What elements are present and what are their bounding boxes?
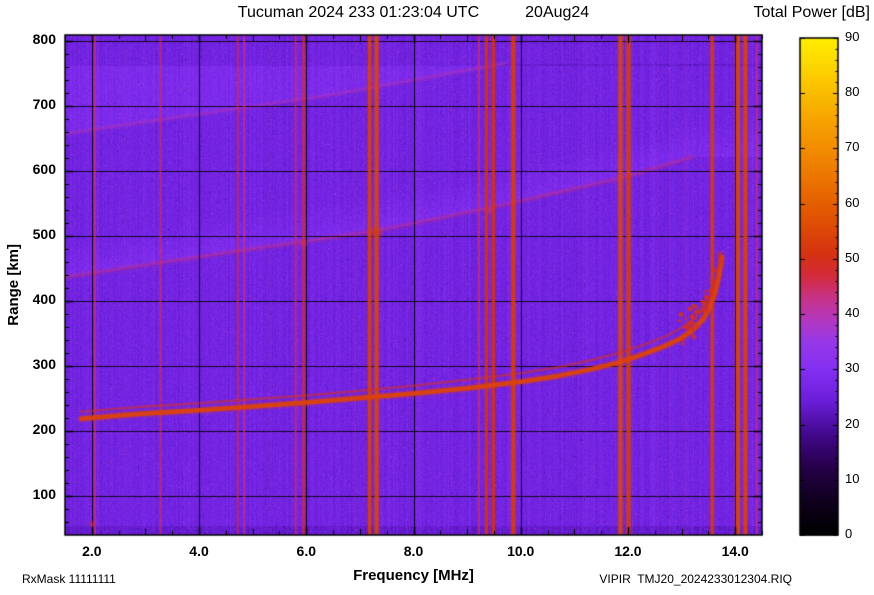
plot-title: Tucuman 2024 233 01:23:04 UTC 20Aug24 [65, 4, 762, 22]
x-tick-label: 14.0 [721, 543, 749, 559]
x-tick-label: 4.0 [189, 543, 209, 559]
y-tick-label: 500 [32, 226, 56, 243]
colorbar-tick-label: 50 [845, 249, 860, 265]
colorbar-tick-label: 90 [845, 29, 860, 44]
colorbar-tick-label: 30 [845, 360, 860, 376]
y-tick-label: 600 [32, 161, 56, 178]
y-tick-label: 400 [32, 291, 56, 308]
y-tick-label: 700 [32, 96, 56, 113]
colorbar-tick-label: 0 [845, 526, 853, 541]
colorbar-tick-label: 10 [845, 470, 860, 486]
data-file-text: VIPIR TMJ20_2024233012304.RIQ [599, 572, 792, 586]
y-axis-label: Range [km] [4, 244, 22, 326]
rxmask-text: RxMask 11111111 [22, 572, 116, 586]
title-station-time: Tucuman 2024 233 01:23:04 UTC [237, 4, 480, 21]
colorbar-tick-label: 70 [845, 139, 860, 155]
x-tick-label: 10.0 [507, 543, 535, 559]
y-tick-label: 800 [32, 31, 56, 48]
y-tick-label: 100 [32, 486, 56, 503]
x-tick-label: 2.0 [82, 543, 102, 559]
title-date: 20Aug24 [525, 4, 590, 21]
x-axis-label: Frequency [MHz] [353, 567, 474, 584]
x-tick-label: 6.0 [296, 543, 316, 559]
colorbar-tick-label: 80 [845, 84, 860, 100]
colorbar-title: Total Power [dB] [753, 4, 871, 21]
x-tick-label: 12.0 [614, 543, 642, 559]
x-tick-label: 8.0 [403, 543, 424, 559]
colorbar-tick-label: 20 [845, 415, 860, 431]
colorbar-tick-label: 60 [845, 194, 860, 210]
y-tick-label: 200 [32, 421, 56, 438]
y-tick-label: 300 [32, 356, 56, 373]
colorbar-tick-label: 40 [845, 305, 860, 321]
